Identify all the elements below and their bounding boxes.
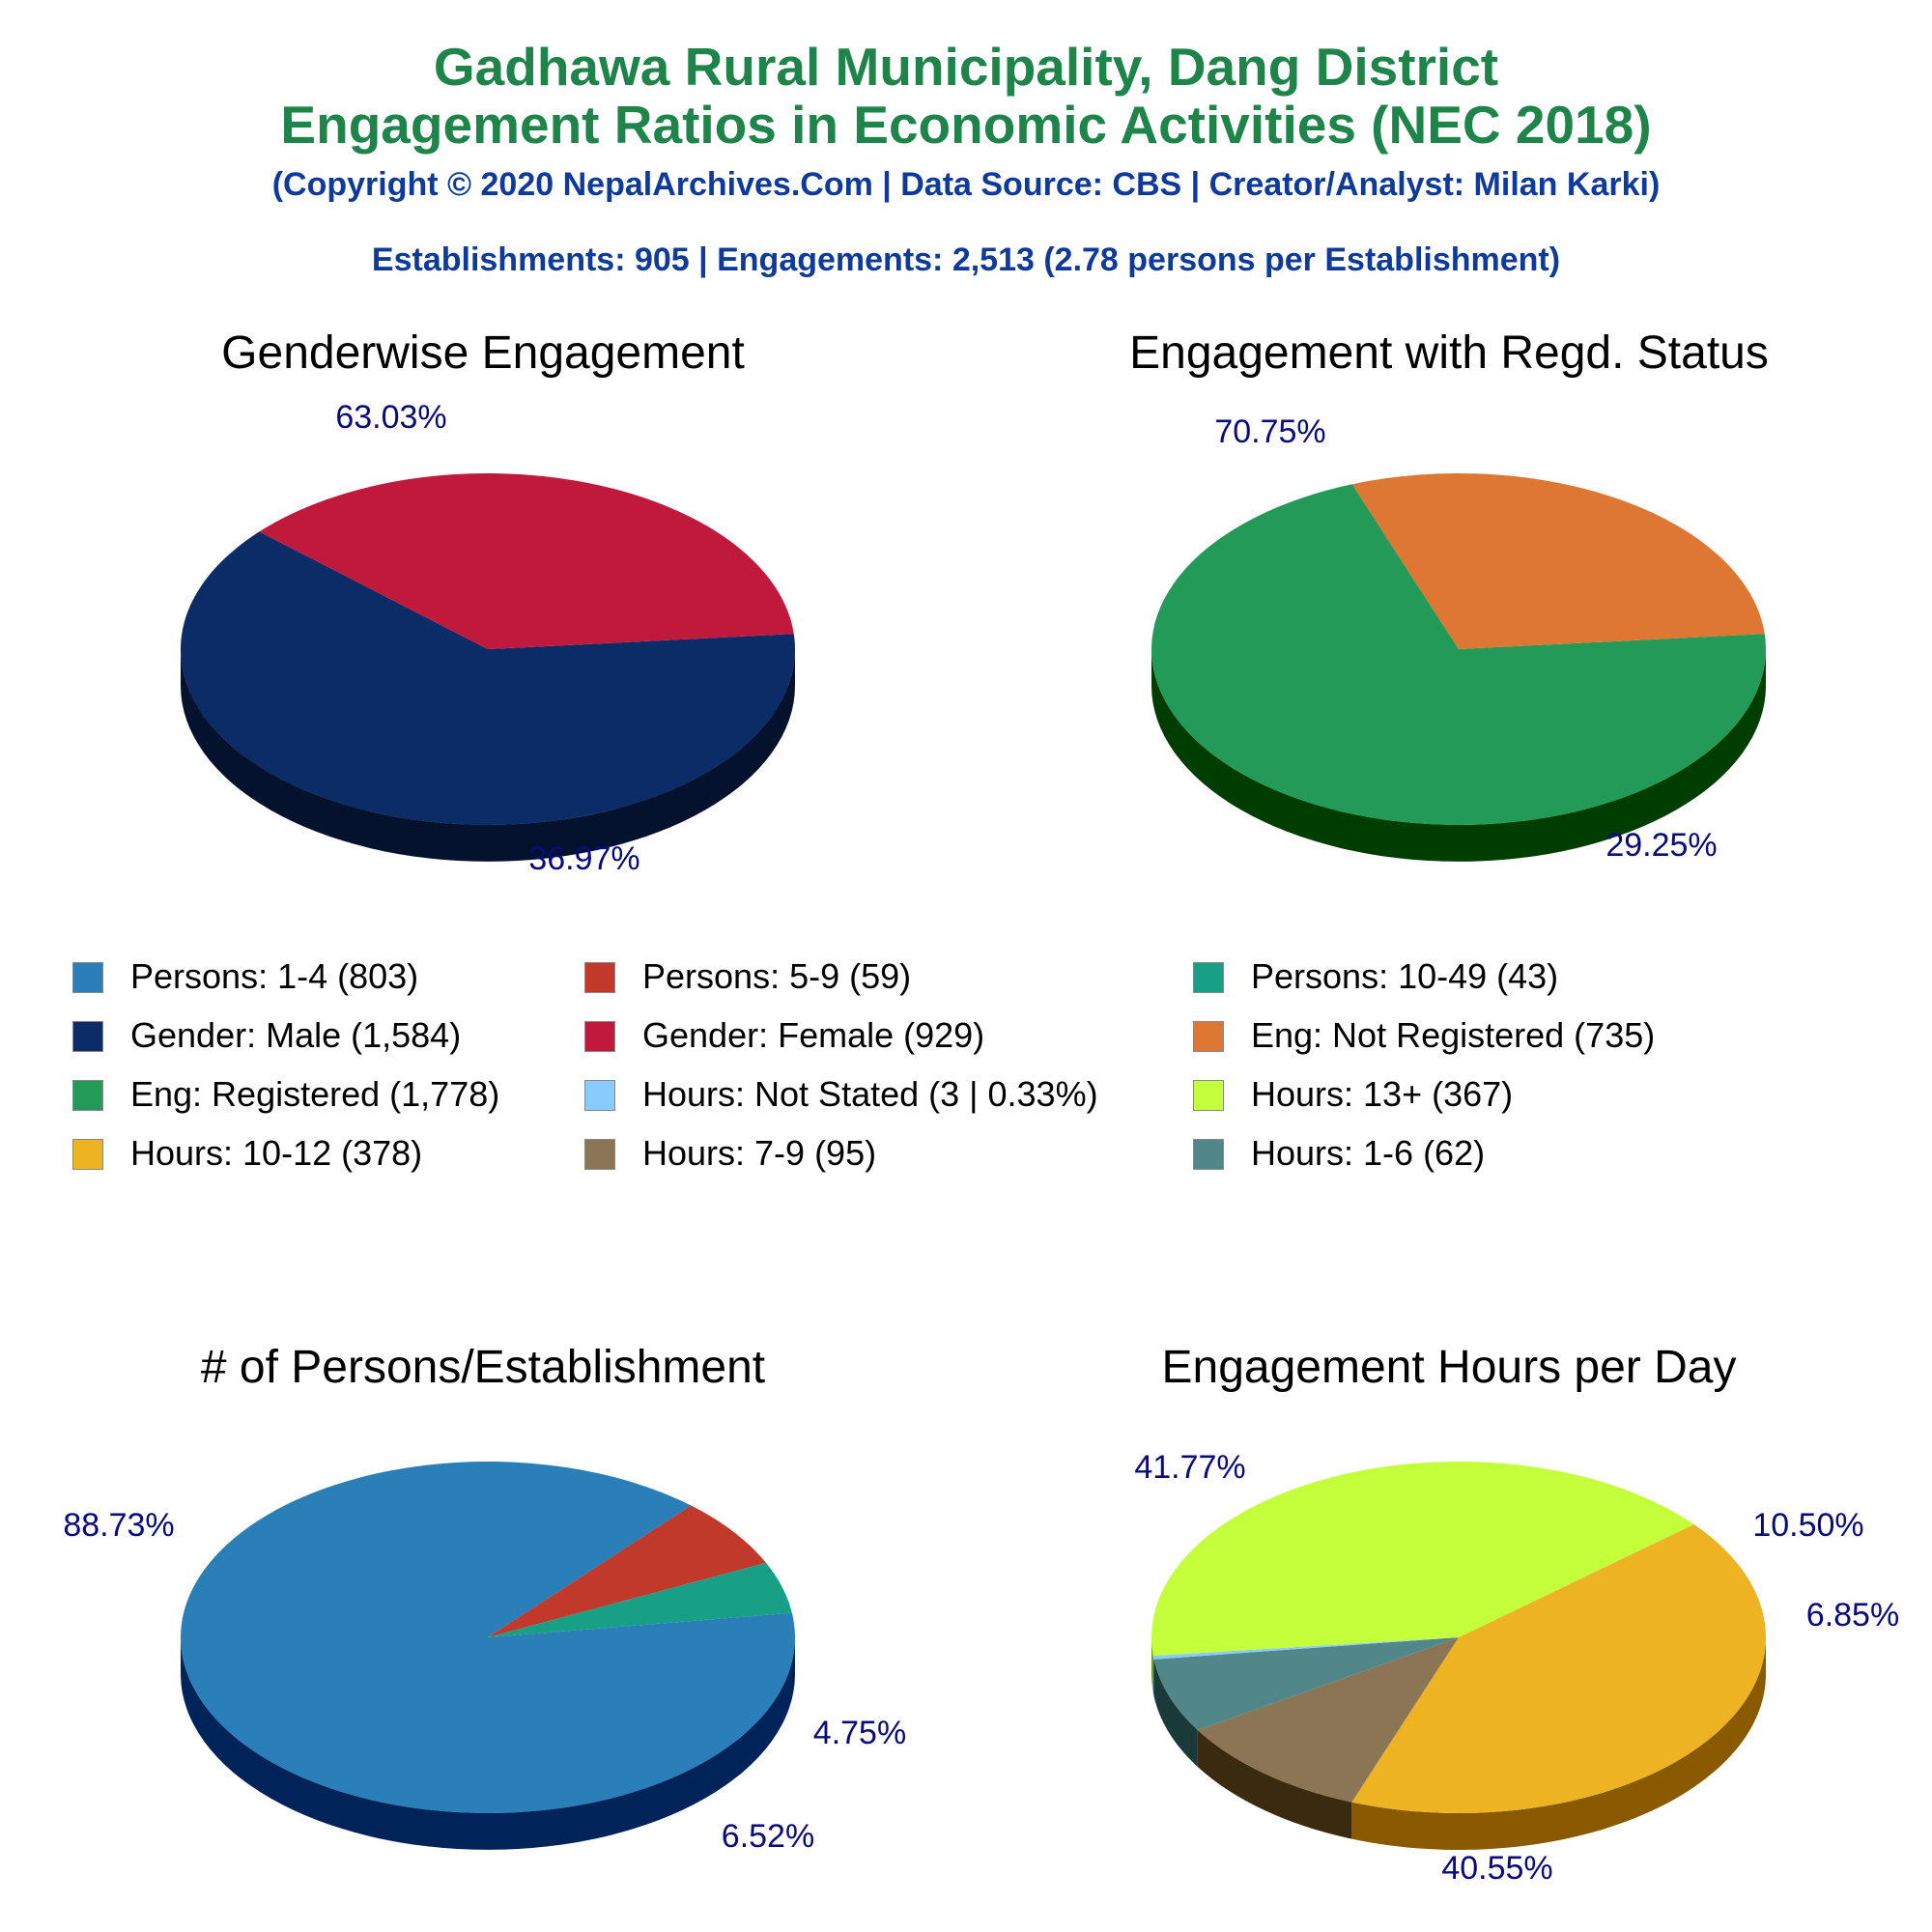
pie-percent-label: 29.25% bbox=[1605, 827, 1717, 864]
pie-slice bbox=[1151, 484, 1766, 826]
legend-label: Gender: Female (929) bbox=[642, 1015, 985, 1055]
legend-swatch bbox=[1193, 1139, 1224, 1170]
pie-side bbox=[181, 1637, 795, 1850]
legend-swatch bbox=[584, 1080, 615, 1111]
chart-title-line2: Engagement Ratios in Economic Activities… bbox=[280, 95, 1652, 155]
copyright-line: (Copyright © 2020 NepalArchives.Com | Da… bbox=[271, 166, 1661, 203]
pie-title-gender: Genderwise Engagement bbox=[221, 327, 745, 379]
pie-slice bbox=[259, 473, 794, 649]
pie-chart-3: 41.77% 10.50% 6.85% 40.55% bbox=[1134, 1449, 1899, 1887]
pie-slice bbox=[1151, 1462, 1694, 1656]
pie-side bbox=[1197, 1730, 1352, 1839]
legend-swatch bbox=[584, 962, 615, 993]
pie-chart-0: 63.03% 36.97% bbox=[180, 399, 796, 877]
legend-label: Hours: Not Stated (3 | 0.33%) bbox=[642, 1074, 1098, 1114]
pie-side bbox=[181, 649, 795, 862]
pie-side bbox=[1152, 1655, 1154, 1696]
legend-swatch bbox=[72, 1139, 103, 1170]
legend-label: Persons: 1-4 (803) bbox=[130, 956, 419, 996]
pie-percent-label: 6.85% bbox=[1806, 1597, 1899, 1634]
legend-label: Eng: Registered (1,778) bbox=[130, 1074, 500, 1114]
legend-label: Persons: 10-49 (43) bbox=[1251, 956, 1559, 996]
legend-label: Eng: Not Registered (735) bbox=[1251, 1015, 1656, 1055]
pie-percent-label: 4.75% bbox=[813, 1715, 906, 1751]
pie-slice bbox=[1351, 473, 1765, 649]
pie-slice bbox=[1351, 1524, 1766, 1813]
legend-label: Gender: Male (1,584) bbox=[130, 1015, 462, 1055]
pie-slice bbox=[1152, 1637, 1459, 1660]
pie-percent-label: 10.50% bbox=[1752, 1507, 1863, 1544]
chart-title-line1: Gadhawa Rural Municipality, Dang Distric… bbox=[433, 37, 1499, 97]
legend-label: Hours: 1-6 (62) bbox=[1251, 1133, 1486, 1173]
pie-slice bbox=[1197, 1637, 1459, 1803]
pie-percent-label: 70.75% bbox=[1214, 413, 1325, 450]
pie-side bbox=[1153, 1659, 1198, 1768]
legend-label: Hours: 13+ (367) bbox=[1251, 1074, 1514, 1114]
legend-swatch bbox=[584, 1139, 615, 1170]
legend-swatch bbox=[1193, 1021, 1224, 1052]
pie-side bbox=[1351, 1637, 1766, 1850]
legend-swatch bbox=[1193, 1080, 1224, 1111]
legend-label: Hours: 7-9 (95) bbox=[642, 1133, 877, 1173]
pie-side bbox=[1151, 1637, 1153, 1692]
pie-percent-label: 63.03% bbox=[335, 399, 446, 436]
pie-title-registration: Engagement with Regd. Status bbox=[1129, 327, 1769, 379]
pie-percent-label: 41.77% bbox=[1134, 1449, 1245, 1486]
pie-slice bbox=[1153, 1637, 1459, 1731]
pie-chart-1: 70.75% 29.25% bbox=[1151, 413, 1766, 864]
pie-side bbox=[1151, 649, 1766, 862]
legend-swatch bbox=[1193, 962, 1224, 993]
pie-title-persons: # of Persons/Establishment bbox=[200, 1342, 766, 1393]
pie-slice bbox=[488, 1505, 766, 1637]
legend-swatch bbox=[72, 962, 103, 993]
pie-percent-label: 36.97% bbox=[528, 840, 639, 877]
summary-line: Establishments: 905 | Engagements: 2,513… bbox=[371, 242, 1561, 278]
pie-title-hours: Engagement Hours per Day bbox=[1161, 1342, 1737, 1393]
pie-percent-label: 40.55% bbox=[1441, 1850, 1552, 1887]
pie-percent-label: 88.73% bbox=[63, 1507, 174, 1544]
legend-swatch bbox=[72, 1021, 103, 1052]
pie-slice bbox=[180, 531, 796, 825]
pie-slice bbox=[488, 1562, 792, 1637]
legend-label: Hours: 10-12 (378) bbox=[130, 1133, 423, 1173]
legend-swatch bbox=[72, 1080, 103, 1111]
pie-chart-2: 88.73% 6.52% 4.75% bbox=[63, 1462, 906, 1855]
pie-percent-label: 6.52% bbox=[722, 1818, 814, 1855]
legend-label: Persons: 5-9 (59) bbox=[642, 956, 912, 996]
legend-swatch bbox=[584, 1021, 615, 1052]
pie-slice bbox=[181, 1462, 796, 1814]
